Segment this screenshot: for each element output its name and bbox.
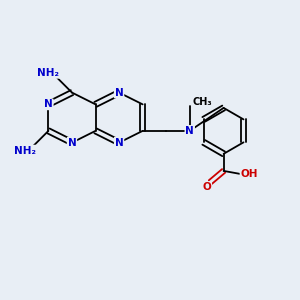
Text: NH₂: NH₂ [14,146,36,156]
Text: O: O [202,182,211,192]
Text: N: N [185,126,194,136]
Text: OH: OH [241,169,258,179]
Text: CH₃: CH₃ [192,97,212,107]
Text: N: N [115,138,124,148]
Text: N: N [115,88,124,98]
Text: N: N [68,138,76,148]
Text: N: N [44,99,53,110]
Text: NH₂: NH₂ [38,68,59,78]
